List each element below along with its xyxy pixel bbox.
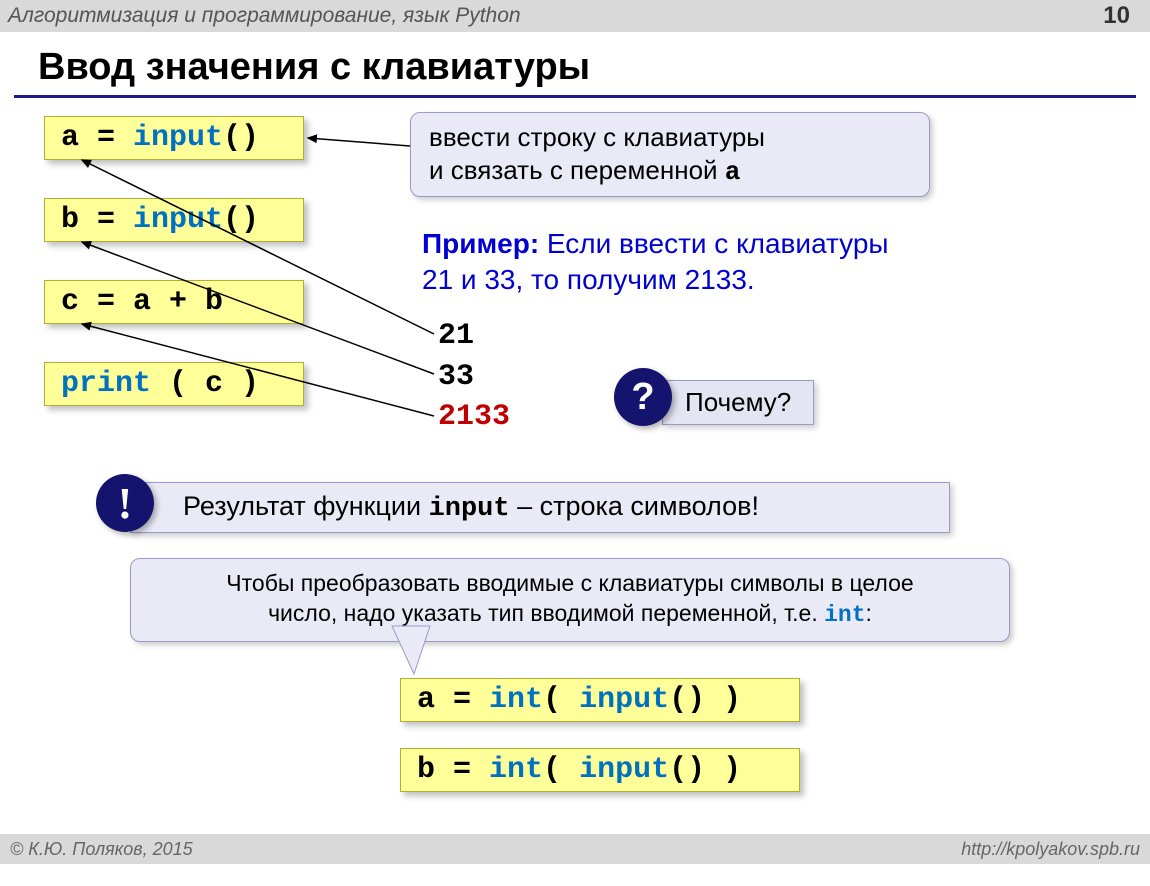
explain-line1: Чтобы преобразовать вводимые с клавиатур… bbox=[151, 569, 989, 599]
header-page-number: 10 bbox=[1103, 2, 1130, 30]
why-box: Почему? bbox=[662, 380, 814, 425]
output-line3: 2133 bbox=[438, 397, 510, 438]
footer-copyright: © К.Ю. Поляков, 2015 bbox=[10, 839, 193, 860]
header-title: Алгоритмизация и программирование, язык … bbox=[8, 4, 521, 28]
explain-line2: число, надо указать тип вводимой перемен… bbox=[151, 599, 989, 631]
explain-box: Чтобы преобразовать вводимые с клавиатур… bbox=[130, 558, 1010, 642]
footer-bar: © К.Ю. Поляков, 2015 http://kpolyakov.sp… bbox=[0, 834, 1150, 864]
header-bar: Алгоритмизация и программирование, язык … bbox=[0, 0, 1150, 32]
slide-content: a = input() b = input() c = a + b print … bbox=[0, 116, 1150, 886]
code-box-print: print ( c ) bbox=[44, 362, 304, 406]
example-text: Пример: Если ввести с клавиатуры 21 и 33… bbox=[422, 226, 1122, 299]
output-line1: 21 bbox=[438, 316, 510, 357]
code-box-b-int-input: b = int( input() ) bbox=[400, 748, 800, 792]
code-box-b-input: b = input() bbox=[44, 198, 304, 242]
slide-title: Ввод значения с клавиатуры bbox=[14, 32, 1136, 98]
example-label: Пример: bbox=[422, 228, 539, 259]
output-line2: 33 bbox=[438, 357, 510, 398]
code-box-a-int-input: a = int( input() ) bbox=[400, 678, 800, 722]
sample-output: 21 33 2133 bbox=[438, 316, 510, 438]
footer-url: http://kpolyakov.spb.ru bbox=[961, 839, 1140, 860]
code-box-a-input: a = input() bbox=[44, 116, 304, 160]
question-badge-icon: ? bbox=[614, 368, 672, 426]
callout-line1: ввести строку с клавиатуры bbox=[429, 121, 911, 154]
callout-line2: и связать с переменной a bbox=[429, 154, 911, 189]
exclaim-badge-icon: ! bbox=[96, 474, 154, 532]
code-box-c-sum: c = a + b bbox=[44, 280, 304, 324]
callout-input-desc: ввести строку с клавиатуры и связать с п… bbox=[410, 112, 930, 197]
info-bar: Результат функции input – строка символо… bbox=[130, 482, 950, 533]
